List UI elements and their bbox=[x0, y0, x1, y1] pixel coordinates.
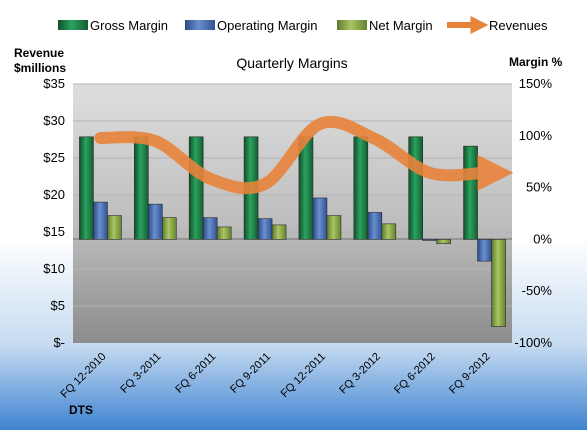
bar-gross-margin bbox=[188, 136, 204, 240]
left-axis-ticks: $- $5 $10 $15 $20 $25 $30 $35 bbox=[43, 76, 65, 350]
left-axis-tick-label: $10 bbox=[43, 261, 65, 276]
legend-swatch-gross-margin bbox=[58, 20, 88, 30]
left-axis-tick-label: $- bbox=[53, 335, 65, 350]
bar-net-margin bbox=[107, 215, 122, 240]
company-label: DTS bbox=[69, 403, 93, 417]
revenue-line bbox=[94, 115, 514, 195]
legend: Gross Margin Operating Margin Net Margin… bbox=[58, 16, 548, 34]
legend-gross-margin: Gross Margin bbox=[90, 18, 168, 33]
bar-gross-margin bbox=[79, 136, 94, 240]
right-axis-label: Margin % bbox=[509, 55, 563, 69]
right-axis-tick-label: -50% bbox=[522, 283, 553, 298]
bar-net-margin bbox=[271, 224, 287, 240]
bar-operating-margin bbox=[202, 217, 218, 240]
bar-gross-margin bbox=[463, 145, 478, 240]
bars bbox=[79, 136, 506, 327]
bar-net-margin bbox=[216, 226, 232, 240]
bar-operating-margin bbox=[312, 197, 328, 240]
right-axis-tick-label: 150% bbox=[519, 76, 553, 91]
bar-operating-margin bbox=[367, 212, 383, 240]
legend-net-margin: Net Margin bbox=[369, 18, 433, 33]
revenues-line-path bbox=[94, 115, 514, 195]
bar-net-margin bbox=[436, 239, 451, 244]
left-axis-tick-label: $5 bbox=[51, 298, 65, 313]
right-axis-tick-label: 50% bbox=[526, 180, 552, 195]
legend-revenues: Revenues bbox=[489, 18, 548, 33]
legend-swatch-operating-margin bbox=[185, 20, 215, 30]
legend-swatch-net-margin bbox=[337, 20, 367, 30]
bar-operating-margin bbox=[257, 218, 273, 240]
bar-operating-margin bbox=[477, 239, 492, 262]
left-axis-label-line2: $millions bbox=[14, 61, 66, 75]
bar-gross-margin bbox=[298, 136, 314, 240]
bar-operating-margin bbox=[422, 239, 437, 241]
left-axis-label-line1: Revenue bbox=[14, 46, 64, 60]
left-axis-tick-label: $35 bbox=[43, 76, 65, 91]
right-axis-ticks: -100% -50% 0% 50% 100% 150% bbox=[514, 76, 552, 350]
bar-net-margin bbox=[326, 215, 342, 240]
bar-net-margin bbox=[162, 217, 177, 240]
right-axis-tick-label: -100% bbox=[514, 335, 552, 350]
left-axis-tick-label: $15 bbox=[43, 224, 65, 239]
chart-title: Quarterly Margins bbox=[236, 55, 347, 71]
right-axis-tick-label: 0% bbox=[533, 231, 552, 246]
legend-operating-margin: Operating Margin bbox=[217, 18, 317, 33]
bar-operating-margin bbox=[93, 201, 108, 240]
bar-gross-margin bbox=[353, 136, 369, 240]
bar-operating-margin bbox=[148, 203, 163, 240]
bar-net-margin bbox=[381, 223, 397, 240]
left-axis-tick-label: $20 bbox=[43, 187, 65, 202]
bar-gross-margin bbox=[408, 136, 423, 240]
left-axis-tick-label: $25 bbox=[43, 150, 65, 165]
bar-net-margin bbox=[491, 239, 506, 327]
right-axis-tick-label: 100% bbox=[519, 128, 553, 143]
bar-gross-margin bbox=[134, 136, 149, 240]
left-axis-tick-label: $30 bbox=[43, 113, 65, 128]
